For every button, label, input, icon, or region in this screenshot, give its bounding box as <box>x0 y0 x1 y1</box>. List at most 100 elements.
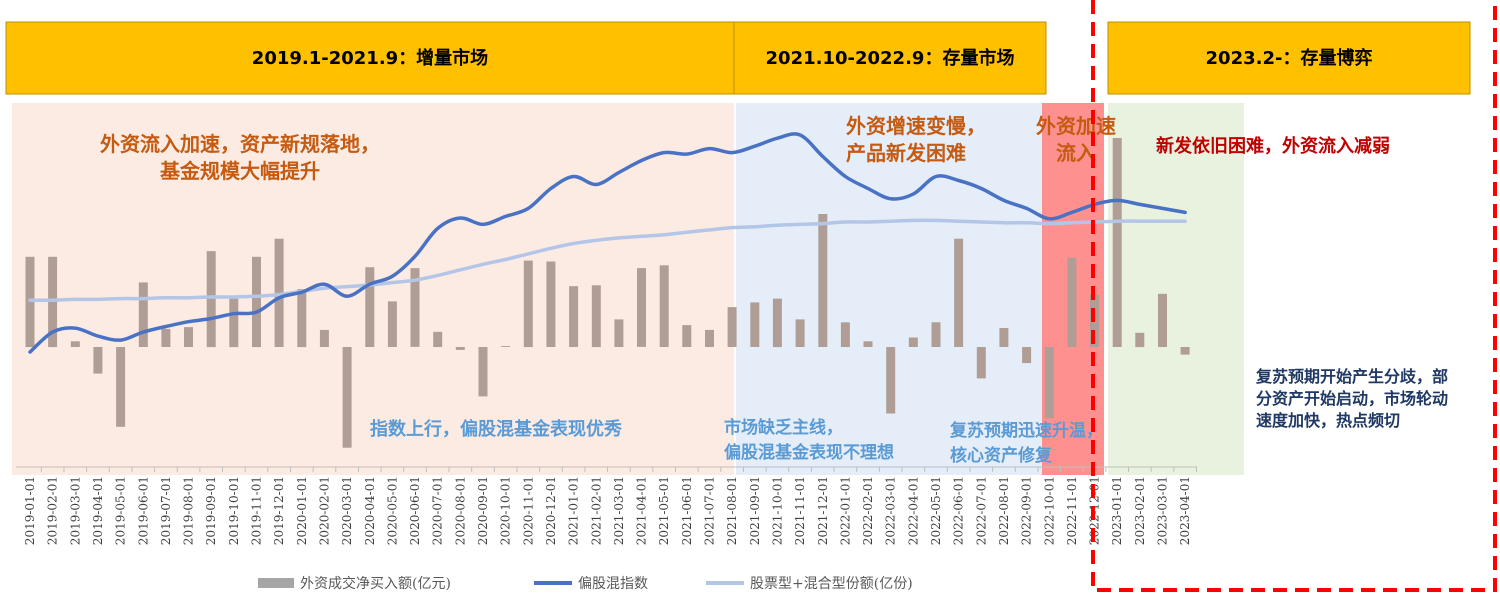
bar-2021-07-01 <box>705 329 714 347</box>
bar-2023-04-01 <box>1180 347 1190 355</box>
x-tick-label: 2022-06-01 <box>952 476 966 545</box>
bar-2021-11-01 <box>795 319 805 347</box>
note-red-top-1: 外资加速 <box>1036 114 1116 138</box>
x-tick-label: 2022-03-01 <box>884 476 898 545</box>
x-tick-label: 2020-09-01 <box>476 476 490 545</box>
bar-2020-08-01 <box>455 347 465 350</box>
bar-2022-10-01 <box>1044 347 1054 419</box>
bar-2019-07-01 <box>161 328 171 347</box>
bar-2019-04-01 <box>93 347 103 374</box>
x-tick-label: 2020-05-01 <box>385 476 399 545</box>
x-tick-label: 2020-06-01 <box>408 476 422 545</box>
bar-2019-05-01 <box>116 347 126 427</box>
bar-2020-09-01 <box>478 347 488 397</box>
x-tick-label: 2020-07-01 <box>431 476 445 545</box>
legend-label-index: 偏股混指数 <box>578 576 648 592</box>
x-tick-label: 2019-03-01 <box>68 476 82 545</box>
line-index <box>28 132 1187 354</box>
note-right-bottom-2: 分资产开始启动，市场轮动 <box>1256 389 1448 408</box>
x-tick-label: 2022-04-01 <box>906 476 920 545</box>
header-box-game <box>1107 21 1471 95</box>
header-box-stock <box>733 21 1047 95</box>
highlight-dashed-box <box>1091 0 1497 592</box>
bar-2020-11-01 <box>523 260 533 348</box>
x-tick-label: 2023-01-01 <box>1110 476 1124 545</box>
x-tick-label: 2022-10-01 <box>1042 476 1056 545</box>
x-tick-label: 2021-08-01 <box>725 476 739 545</box>
bar-2021-03-01 <box>614 319 624 347</box>
legend-label-share: 股票型+混合型份额(亿份) <box>750 576 913 592</box>
x-tick-label: 2021-02-01 <box>589 476 603 545</box>
x-tick-label: 2022-02-01 <box>861 476 875 545</box>
x-tick-label: 2021-01-01 <box>567 476 581 545</box>
x-tick-label: 2021-10-01 <box>770 476 784 545</box>
bar-2021-01-01 <box>569 286 579 347</box>
bar-2019-03-01 <box>70 341 80 347</box>
x-tick-label: 2022-09-01 <box>1020 476 1034 545</box>
note-recovery-2: 核心资产修复 <box>950 445 1053 466</box>
note-mid-bottom-2: 偏股混基金表现不理想 <box>724 442 894 463</box>
period-band-game <box>1108 103 1244 475</box>
line-share <box>28 218 1187 302</box>
x-tick-label: 2019-10-01 <box>227 476 241 545</box>
bar-2020-01-01 <box>297 289 307 348</box>
x-tick-label: 2019-12-01 <box>272 476 286 545</box>
x-tick-label: 2020-02-01 <box>317 476 331 545</box>
note-right-bottom-3: 速度加快，热点频切 <box>1256 411 1400 430</box>
x-tick-label: 2023-04-01 <box>1178 476 1192 545</box>
x-tick-label: 2021-04-01 <box>635 476 649 545</box>
x-tick-label: 2022-11-01 <box>1065 476 1079 545</box>
bar-2021-06-01 <box>682 325 692 347</box>
note-mid-top-2: 产品新发困难 <box>846 141 966 165</box>
x-tick-label: 2020-01-01 <box>295 476 309 545</box>
bar-2020-04-01 <box>365 267 375 347</box>
header-label-stock: 2021.10-2022.9：存量市场 <box>766 47 1015 69</box>
bar-2022-01-01 <box>840 322 850 347</box>
note-mid-bottom-1: 市场缺乏主线， <box>724 417 843 438</box>
note-recovery-1: 复苏预期迅速升温， <box>949 420 1103 441</box>
bar-2023-03-01 <box>1158 293 1167 347</box>
header-label-growth: 2019.1-2021.9：增量市场 <box>252 47 488 69</box>
x-tick-label: 2019-06-01 <box>136 476 150 545</box>
x-tick-label: 2020-11-01 <box>521 476 535 545</box>
x-tick-label: 2021-09-01 <box>748 476 762 545</box>
bar-2020-03-01 <box>342 347 352 448</box>
x-tick-label: 2022-05-01 <box>929 476 943 545</box>
x-tick-label: 2019-01-01 <box>23 476 37 545</box>
x-tick-label: 2020-04-01 <box>363 476 377 545</box>
bar-2022-07-01 <box>976 347 986 379</box>
x-tick-label: 2020-03-01 <box>340 476 354 545</box>
bar-2022-08-01 <box>999 328 1009 347</box>
note-left-top-2: 基金规模大幅提升 <box>160 159 320 183</box>
x-tick-label: 2022-08-01 <box>997 476 1011 545</box>
note-right-top: 新发依旧困难，外资流入减弱 <box>1156 135 1390 157</box>
x-tick-label: 2021-12-01 <box>816 476 830 545</box>
note-left-bottom: 指数上行，偏股混基金表现优秀 <box>370 418 622 440</box>
bar-2023-02-01 <box>1135 332 1145 348</box>
bar-2019-06-01 <box>138 282 148 347</box>
x-tick-label: 2022-07-01 <box>974 476 988 545</box>
note-right-bottom-1: 复苏预期开始产生分歧，部 <box>1255 367 1448 386</box>
annotations: 外资流入加速，资产新规落地， 基金规模大幅提升 指数上行，偏股混基金表现优秀 外… <box>100 114 1448 466</box>
bar-2019-01-01 <box>25 256 35 348</box>
legend-swatch-bars <box>258 578 294 588</box>
note-red-top-2: 流入 <box>1056 141 1096 165</box>
x-tick-label: 2021-03-01 <box>612 476 626 545</box>
x-tick-label: 2021-11-01 <box>793 476 807 545</box>
bar-2020-10-01 <box>501 346 511 347</box>
bar-2020-02-01 <box>319 329 329 347</box>
x-tick-label: 2021-06-01 <box>680 476 694 545</box>
x-tick-label: 2019-09-01 <box>204 476 218 545</box>
bar-2022-11-01 <box>1067 257 1077 347</box>
x-tick-label: 2019-05-01 <box>114 476 128 545</box>
x-tick-label: 2021-05-01 <box>657 476 671 545</box>
x-tick-label: 2019-04-01 <box>91 476 105 545</box>
bar-2021-10-01 <box>772 298 782 348</box>
bar-2021-12-01 <box>818 214 828 347</box>
bar-2022-06-01 <box>954 238 964 347</box>
x-axis: 2019-01-01 2019-02-01 2019-03-01 2019-04-01… <box>16 466 1198 545</box>
legend-label-bars: 外资成交净买入额(亿元) <box>300 575 451 592</box>
x-tick-label: 2019-08-01 <box>182 476 196 545</box>
x-tick-label: 2019-11-01 <box>250 476 264 545</box>
